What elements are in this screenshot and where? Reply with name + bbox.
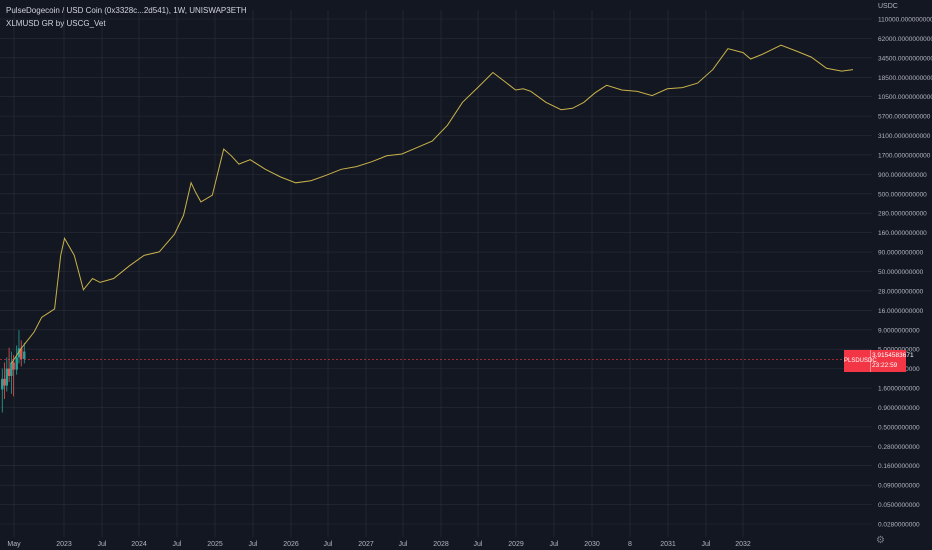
y-tick-label: 0.0280000000 (878, 522, 920, 529)
y-tick-label: 50.0000000000 (878, 269, 924, 276)
x-tick-label: Jul (474, 541, 483, 548)
y-tick-label: 3100.0000000000 (878, 133, 931, 140)
chart-legend: PulseDogecoin / USD Coin (0x3328c...2d54… (6, 4, 247, 30)
x-tick-label: May (7, 541, 21, 548)
x-tick-label: Jul (173, 541, 182, 548)
y-tick-label: 1700.0000000000 (878, 152, 931, 159)
y-axis-ticks: 110000.0000000000 62000.0000000000 34500.0… (878, 17, 932, 529)
y-tick-label: 0.9000000000 (878, 405, 920, 412)
y-tick-label: 90.0000000000 (878, 250, 924, 257)
candle-body (5, 368, 9, 386)
x-tick-label: 2030 (584, 541, 600, 548)
y-tick-label: 0.0900000000 (878, 483, 920, 490)
x-tick-label: 2026 (283, 541, 299, 548)
y-tick-label: 18500.0000000000 (878, 75, 932, 82)
y-tick-label: 160.0000000000 (878, 230, 927, 237)
y-tick-label: 0.5000000000 (878, 424, 920, 431)
x-tick-label: Jul (98, 541, 107, 548)
projection-series-line (10, 44, 854, 364)
candle-body (7, 368, 11, 376)
candle-body (15, 357, 18, 370)
candle-body (17, 348, 21, 358)
y-tick-label: 0.2800000000 (878, 444, 920, 451)
x-tick-label: 2027 (358, 541, 374, 548)
y-tick-label: 28.0000000000 (878, 288, 924, 295)
x-tick-label: 8 (628, 541, 632, 548)
candle-body (1, 378, 4, 390)
y-tick-label: 34500.0000000000 (878, 55, 932, 62)
price-tag-countdown: 23:22:59 (872, 362, 898, 369)
y-tick-label: 16.0000000000 (878, 308, 924, 315)
price-tag-symbol: PLSDUSDC (844, 350, 877, 372)
y-axis-unit: USDC (878, 3, 898, 10)
y-tick-label: 0.1600000000 (878, 463, 920, 470)
x-tick-label: Jul (702, 541, 711, 548)
y-tick-label: 0.0500000000 (878, 502, 920, 509)
legend-symbol-title[interactable]: PulseDogecoin / USD Coin (0x3328c...2d54… (6, 6, 247, 15)
x-tick-label: 2028 (433, 541, 449, 548)
x-tick-label: 2031 (660, 541, 676, 548)
price-tag-value: 3.9154583671 (872, 352, 914, 359)
y-tick-label: 1.6000000000 (878, 386, 920, 393)
y-tick-label: 62000.0000000000 (878, 36, 932, 43)
y-tick-label: 9.0000000000 (878, 327, 920, 334)
candle-body (10, 362, 13, 376)
x-tick-label: 2025 (207, 541, 223, 548)
y-tick-label: 900.0000000000 (878, 172, 927, 179)
y-tick-label: 280.0000000000 (878, 211, 927, 218)
x-tick-label: Jul (550, 541, 559, 548)
candle-body (23, 351, 26, 359)
x-tick-label: 2023 (56, 541, 72, 548)
x-tick-label: Jul (324, 541, 333, 548)
candlesticks (1, 330, 26, 413)
x-tick-label: Jul (399, 541, 408, 548)
y-tick-label: 10500.0000000000 (878, 94, 932, 101)
y-tick-label: 110000.0000000000 (878, 17, 932, 24)
candle-body (12, 362, 15, 370)
x-tick-label: 2032 (735, 541, 751, 548)
x-axis-ticks: May 2023 Jul 2024 Jul 2025 Jul 2026 Jul 2027 Jul 20… (7, 541, 751, 548)
legend-indicator[interactable]: XLMUSD GR by USCG_Vet (6, 19, 106, 28)
x-tick-label: 2024 (131, 541, 147, 548)
candle-body (3, 378, 6, 386)
candle-body (20, 348, 23, 359)
x-tick-label: Jul (249, 541, 258, 548)
current-price-tag: PLSDUSDC 3.9154583671 23:22:59 (844, 350, 914, 372)
y-tick-label: 5700.0000000000 (878, 114, 931, 121)
y-tick-label: 500.0000000000 (878, 191, 927, 198)
grid-lines (0, 10, 872, 537)
x-tick-label: 2029 (508, 541, 524, 548)
settings-gear-icon[interactable]: ⚙ (876, 535, 885, 546)
